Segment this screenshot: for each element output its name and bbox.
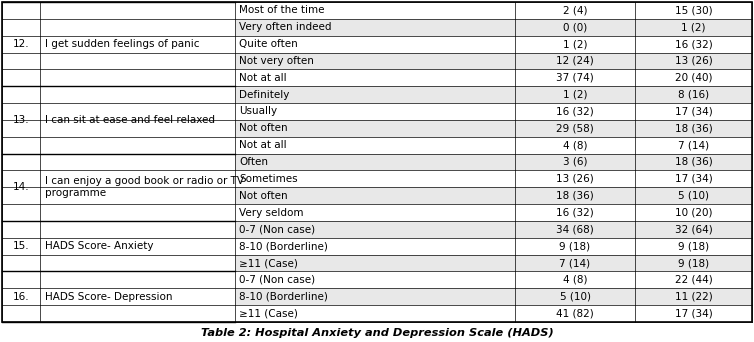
Text: 16.: 16.: [13, 292, 29, 302]
Bar: [235, 36, 752, 53]
Text: 0-7 (Non case): 0-7 (Non case): [239, 275, 315, 285]
Text: 8 (16): 8 (16): [678, 90, 709, 100]
Bar: [2, 2, 235, 322]
Text: 15 (30): 15 (30): [675, 5, 713, 15]
Bar: [235, 272, 752, 288]
Text: 8-10 (Borderline): 8-10 (Borderline): [239, 241, 328, 251]
Text: HADS Score- Anxiety: HADS Score- Anxiety: [45, 241, 154, 251]
Text: 3 (6): 3 (6): [562, 157, 587, 167]
Text: Most of the time: Most of the time: [239, 5, 324, 15]
Bar: [235, 255, 752, 272]
Bar: [235, 187, 752, 204]
Text: ≥11 (Case): ≥11 (Case): [239, 258, 298, 268]
Bar: [235, 305, 752, 322]
Bar: [235, 86, 752, 103]
Bar: [235, 137, 752, 154]
Text: 18 (36): 18 (36): [556, 191, 594, 201]
Text: 11 (22): 11 (22): [675, 292, 713, 302]
Text: 22 (44): 22 (44): [675, 275, 713, 285]
Text: 16 (32): 16 (32): [556, 208, 594, 218]
Bar: [235, 204, 752, 221]
Text: 17 (34): 17 (34): [675, 308, 713, 319]
Text: 1 (2): 1 (2): [562, 90, 587, 100]
Text: 15.: 15.: [13, 241, 29, 251]
Text: 20 (40): 20 (40): [675, 73, 713, 83]
Text: Table 2: Hospital Anxiety and Depression Scale (HADS): Table 2: Hospital Anxiety and Depression…: [201, 328, 553, 338]
Text: 2 (4): 2 (4): [562, 5, 587, 15]
Text: 37 (74): 37 (74): [556, 73, 594, 83]
Text: Definitely: Definitely: [239, 90, 290, 100]
Bar: [235, 170, 752, 187]
Text: 18 (36): 18 (36): [675, 123, 713, 133]
Text: 5 (10): 5 (10): [678, 191, 709, 201]
Bar: [235, 2, 752, 19]
Text: 7 (14): 7 (14): [678, 140, 709, 150]
Bar: [235, 221, 752, 238]
Text: 10 (20): 10 (20): [675, 208, 713, 218]
Bar: [235, 120, 752, 137]
Text: 4 (8): 4 (8): [562, 140, 587, 150]
Text: ≥11 (Case): ≥11 (Case): [239, 308, 298, 319]
Text: HADS Score- Depression: HADS Score- Depression: [45, 292, 173, 302]
Bar: [235, 238, 752, 255]
Text: 1 (2): 1 (2): [562, 39, 587, 49]
Text: 13 (26): 13 (26): [556, 174, 594, 184]
Text: 34 (68): 34 (68): [556, 224, 594, 234]
Text: 32 (64): 32 (64): [675, 224, 713, 234]
Text: 5 (10): 5 (10): [559, 292, 590, 302]
Bar: [235, 154, 752, 170]
Text: 7 (14): 7 (14): [559, 258, 590, 268]
Text: 41 (82): 41 (82): [556, 308, 594, 319]
Text: 1 (2): 1 (2): [682, 22, 706, 32]
Text: 17 (34): 17 (34): [675, 106, 713, 117]
Text: 9 (18): 9 (18): [678, 241, 709, 251]
Text: 8-10 (Borderline): 8-10 (Borderline): [239, 292, 328, 302]
Text: 12 (24): 12 (24): [556, 56, 594, 66]
Text: Not often: Not often: [239, 123, 287, 133]
Text: Not at all: Not at all: [239, 73, 287, 83]
Bar: [235, 69, 752, 86]
Text: Usually: Usually: [239, 106, 277, 117]
Text: I get sudden feelings of panic: I get sudden feelings of panic: [45, 39, 200, 49]
Text: Often: Often: [239, 157, 268, 167]
Text: Not at all: Not at all: [239, 140, 287, 150]
Text: Very seldom: Very seldom: [239, 208, 304, 218]
Text: 0 (0): 0 (0): [563, 22, 587, 32]
Text: 4 (8): 4 (8): [562, 275, 587, 285]
Text: 14.: 14.: [13, 182, 29, 192]
Text: 13.: 13.: [13, 115, 29, 125]
Text: Sometimes: Sometimes: [239, 174, 298, 184]
Text: 12.: 12.: [13, 39, 29, 49]
Text: Quite often: Quite often: [239, 39, 298, 49]
Text: I can enjoy a good book or radio or TV
programme: I can enjoy a good book or radio or TV p…: [45, 176, 244, 198]
Text: 9 (18): 9 (18): [678, 258, 709, 268]
Bar: [235, 53, 752, 69]
Text: I can sit at ease and feel relaxed: I can sit at ease and feel relaxed: [45, 115, 215, 125]
Text: 16 (32): 16 (32): [675, 39, 713, 49]
Text: 13 (26): 13 (26): [675, 56, 713, 66]
Text: 9 (18): 9 (18): [559, 241, 590, 251]
Bar: [235, 288, 752, 305]
Bar: [235, 19, 752, 36]
Bar: [235, 103, 752, 120]
Text: Not often: Not often: [239, 191, 287, 201]
Text: 18 (36): 18 (36): [675, 157, 713, 167]
Text: Very often indeed: Very often indeed: [239, 22, 332, 32]
Text: Not very often: Not very often: [239, 56, 314, 66]
Text: 17 (34): 17 (34): [675, 174, 713, 184]
Text: 0-7 (Non case): 0-7 (Non case): [239, 224, 315, 234]
Text: 29 (58): 29 (58): [556, 123, 594, 133]
Text: 16 (32): 16 (32): [556, 106, 594, 117]
